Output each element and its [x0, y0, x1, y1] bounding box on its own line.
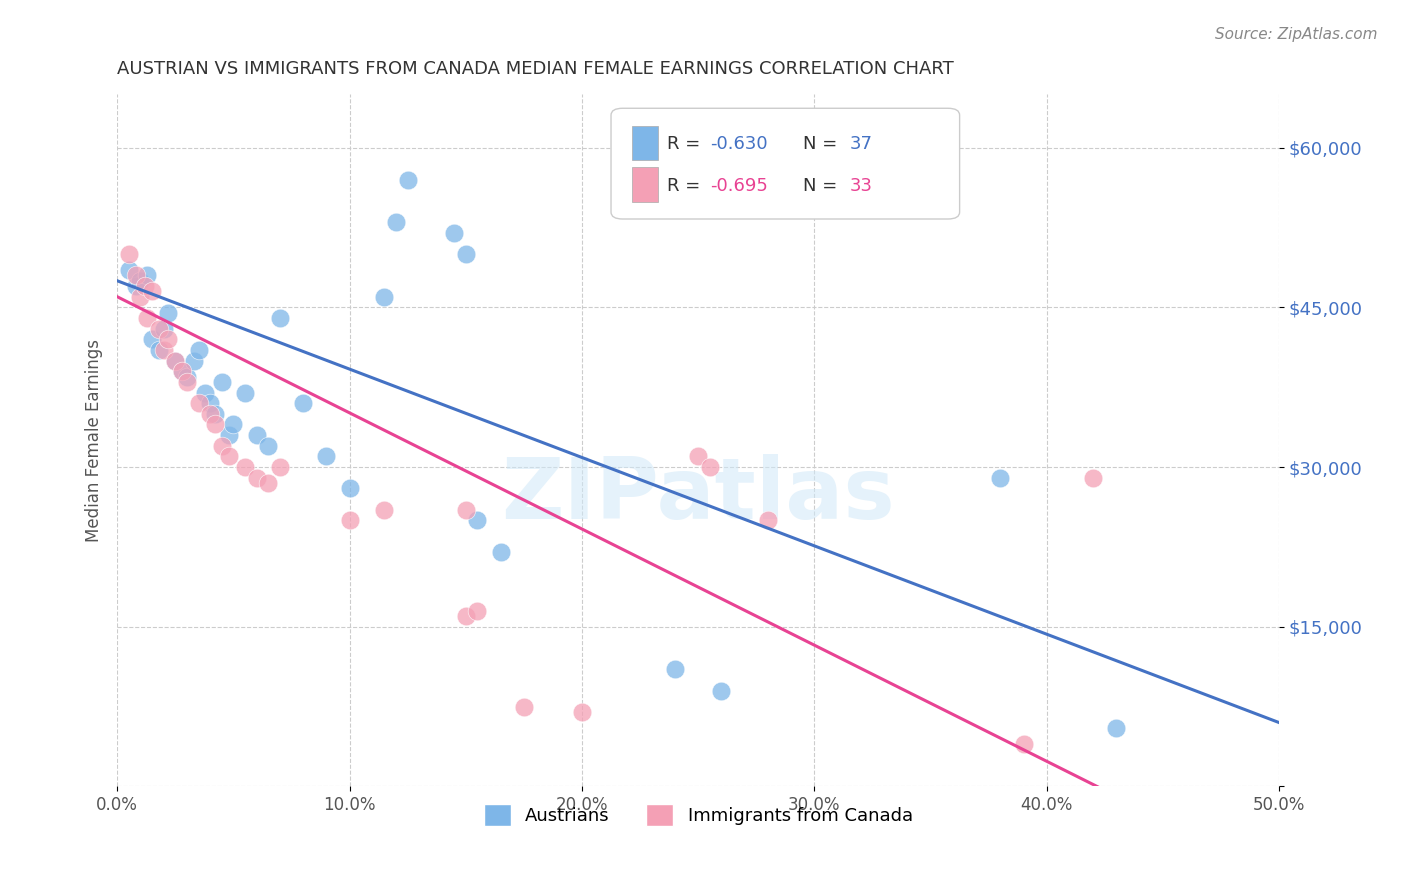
- Point: [513, 699, 536, 714]
- Point: [454, 609, 477, 624]
- Point: [187, 343, 209, 357]
- Point: [172, 364, 194, 378]
- Point: [385, 215, 408, 229]
- Point: [1012, 737, 1035, 751]
- Text: AUSTRIAN VS IMMIGRANTS FROM CANADA MEDIAN FEMALE EARNINGS CORRELATION CHART: AUSTRIAN VS IMMIGRANTS FROM CANADA MEDIA…: [117, 60, 953, 78]
- Point: [1083, 471, 1105, 485]
- Text: R =: R =: [666, 136, 706, 153]
- Point: [454, 502, 477, 516]
- Point: [157, 332, 180, 346]
- FancyBboxPatch shape: [631, 126, 658, 161]
- Point: [129, 274, 152, 288]
- Point: [148, 343, 170, 357]
- Point: [571, 705, 593, 719]
- Point: [211, 439, 233, 453]
- Point: [183, 353, 205, 368]
- Point: [269, 460, 291, 475]
- Text: N =: N =: [803, 136, 842, 153]
- Point: [136, 268, 159, 283]
- Point: [339, 481, 361, 495]
- Legend: Austrians, Immigrants from Canada: Austrians, Immigrants from Canada: [477, 797, 920, 833]
- Point: [396, 172, 419, 186]
- Point: [152, 343, 174, 357]
- Point: [443, 226, 465, 240]
- Text: Source: ZipAtlas.com: Source: ZipAtlas.com: [1215, 27, 1378, 42]
- Point: [373, 502, 395, 516]
- Point: [373, 290, 395, 304]
- Point: [257, 476, 280, 491]
- Point: [218, 450, 240, 464]
- Point: [257, 439, 280, 453]
- Text: -0.630: -0.630: [710, 136, 768, 153]
- Point: [204, 417, 226, 432]
- Point: [467, 604, 489, 618]
- Point: [176, 375, 198, 389]
- Point: [176, 369, 198, 384]
- Point: [246, 428, 269, 442]
- Point: [269, 311, 291, 326]
- Point: [172, 364, 194, 378]
- Point: [165, 353, 187, 368]
- Point: [165, 353, 187, 368]
- FancyBboxPatch shape: [612, 108, 960, 219]
- Point: [211, 375, 233, 389]
- Point: [489, 545, 512, 559]
- Point: [218, 428, 240, 442]
- Point: [141, 332, 163, 346]
- Point: [292, 396, 315, 410]
- Point: [198, 407, 221, 421]
- Point: [233, 385, 256, 400]
- Point: [454, 247, 477, 261]
- Text: R =: R =: [666, 177, 706, 194]
- Point: [233, 460, 256, 475]
- Y-axis label: Median Female Earnings: Median Female Earnings: [86, 339, 103, 542]
- Point: [688, 450, 710, 464]
- Point: [339, 513, 361, 527]
- Point: [187, 396, 209, 410]
- Point: [756, 513, 779, 527]
- Point: [125, 279, 148, 293]
- Point: [699, 460, 721, 475]
- Text: ZIPatlas: ZIPatlas: [502, 454, 896, 537]
- FancyBboxPatch shape: [631, 167, 658, 202]
- Point: [134, 279, 156, 293]
- Point: [194, 385, 217, 400]
- Point: [157, 306, 180, 320]
- Point: [222, 417, 245, 432]
- Point: [204, 407, 226, 421]
- Text: 37: 37: [849, 136, 872, 153]
- Point: [664, 662, 686, 676]
- Text: -0.695: -0.695: [710, 177, 768, 194]
- Point: [129, 290, 152, 304]
- Point: [148, 321, 170, 335]
- Point: [141, 285, 163, 299]
- Point: [315, 450, 337, 464]
- Point: [246, 471, 269, 485]
- Point: [467, 513, 489, 527]
- Point: [710, 683, 733, 698]
- Text: 33: 33: [849, 177, 872, 194]
- Point: [152, 321, 174, 335]
- Point: [1105, 721, 1128, 735]
- Text: N =: N =: [803, 177, 842, 194]
- Point: [988, 471, 1011, 485]
- Point: [136, 311, 159, 326]
- Point: [125, 268, 148, 283]
- Point: [118, 263, 141, 277]
- Point: [198, 396, 221, 410]
- Point: [118, 247, 141, 261]
